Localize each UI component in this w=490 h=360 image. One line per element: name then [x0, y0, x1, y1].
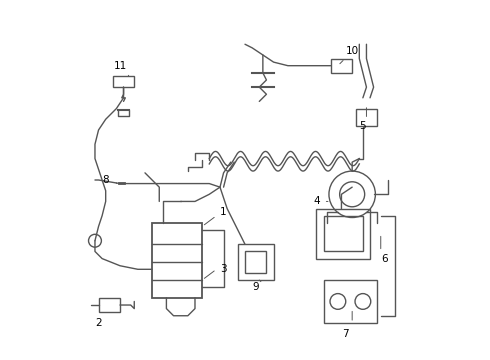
Text: 10: 10	[345, 46, 359, 57]
Text: 1: 1	[220, 207, 227, 217]
Text: 2: 2	[95, 318, 102, 328]
Text: 6: 6	[381, 253, 388, 264]
Text: 9: 9	[252, 282, 259, 292]
Text: 4: 4	[313, 197, 320, 206]
Text: 7: 7	[342, 329, 348, 339]
Text: 3: 3	[220, 264, 227, 274]
Text: 8: 8	[102, 175, 109, 185]
Text: 11: 11	[113, 61, 126, 71]
Text: 5: 5	[360, 121, 366, 131]
